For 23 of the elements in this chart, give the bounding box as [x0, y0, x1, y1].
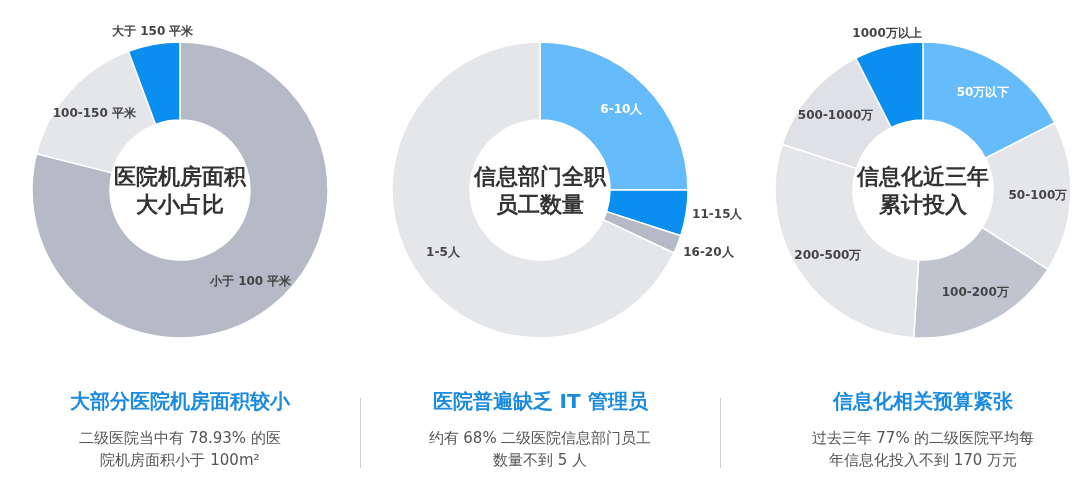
slice-label: 11-15人 [692, 207, 744, 222]
text: 医院普遍缺乏 IT 管理员 [432, 389, 649, 413]
text: 过去三年 77% 的二级医院平均每年信息化投入不到 170 万元 [811, 429, 1035, 469]
slice-label: 大于 150 平米 [112, 24, 195, 39]
slice-label: 100-200万 [941, 285, 1009, 300]
text: 医院机房面积大小占比 [114, 164, 247, 217]
slice-label: 100-150 平米 [52, 106, 137, 121]
slice-label: 200-500万 [794, 247, 862, 262]
slice-label: 50万以下 [956, 84, 1010, 99]
text: 大部分医院机房面积较小 [70, 389, 291, 413]
slice-label: 1000万以上 [852, 26, 922, 41]
donut-slice [31, 41, 329, 339]
slice-label: 1-5人 [426, 244, 461, 259]
slice-label: 6-10人 [600, 101, 644, 116]
text: 二级医院当中有 78.93% 的医院机房面积小于 100m² [79, 429, 281, 469]
text: 信息化近三年累计投入 [856, 164, 989, 217]
slice-label: 16-20人 [683, 244, 735, 259]
slice-label: 小于 100 平米 [208, 273, 293, 288]
text: 信息部门全职员工数量 [473, 164, 607, 217]
text: 信息化相关预算紧张 [832, 389, 1014, 413]
text: 约有 68% 二级医院信息部门员工数量不到 5 人 [428, 429, 652, 469]
slice-label: 50-100万 [1008, 188, 1068, 203]
slice-label: 500-1000万 [797, 108, 874, 123]
